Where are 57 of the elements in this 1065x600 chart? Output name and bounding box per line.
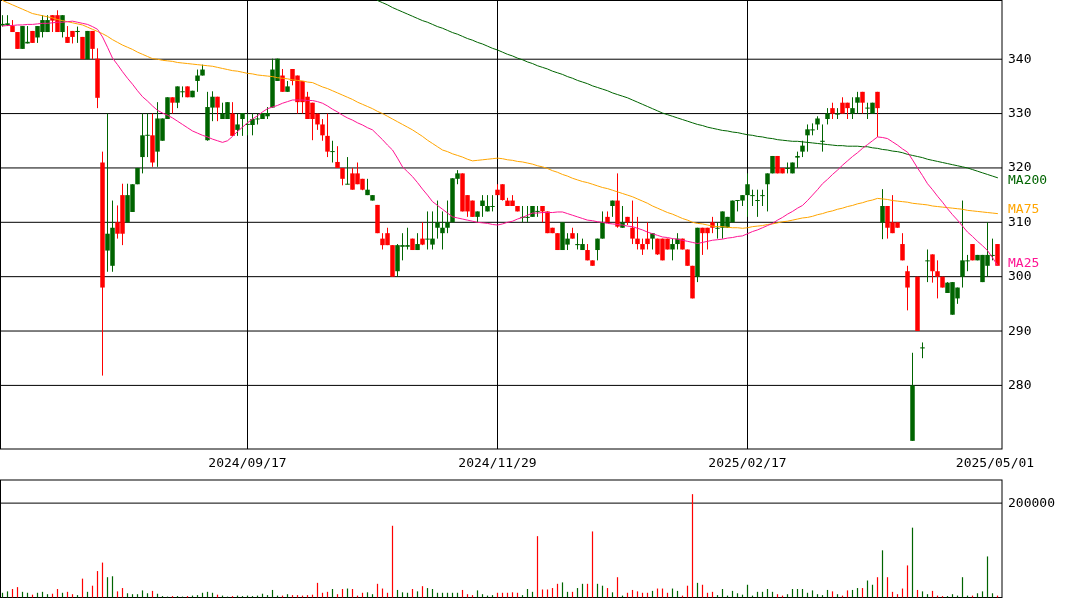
candlestick — [855, 91, 860, 115]
x-tick-label: 2025/05/01 — [955, 455, 1035, 470]
candlestick — [215, 96, 220, 122]
candlestick — [835, 107, 840, 120]
series-label: MA200 — [1008, 172, 1048, 188]
candlestick — [335, 145, 340, 169]
y-tick-label: 330 — [1008, 105, 1032, 121]
candlestick — [480, 194, 485, 218]
y-tick-label: 340 — [1008, 50, 1032, 66]
candlestick — [820, 123, 825, 153]
candlestick — [715, 221, 720, 240]
x-tick-label: 2024/09/17 — [208, 455, 287, 470]
y-tick-label: 310 — [1008, 213, 1032, 229]
y-tick-label: 280 — [1008, 376, 1032, 392]
candlestick — [935, 259, 940, 299]
candlestick — [90, 30, 95, 60]
candlestick — [905, 265, 910, 311]
candlestick — [250, 113, 255, 136]
candlestick — [195, 69, 200, 93]
x-tick-label: 2024/11/29 — [458, 455, 537, 470]
candlestick — [440, 210, 445, 250]
candlestick — [345, 156, 350, 185]
candlestick — [600, 210, 605, 240]
line-series — [377, 0, 998, 179]
series-label: MA75 — [1008, 200, 1040, 216]
candlestick — [75, 26, 80, 44]
series-label: MA25 — [1008, 255, 1040, 271]
y-tick-label: 200000 — [1008, 494, 1055, 510]
y-tick-label: 320 — [1008, 159, 1032, 175]
candlestick — [230, 101, 235, 137]
candlestick — [850, 96, 855, 120]
candlestick — [435, 200, 440, 240]
candlestick — [875, 91, 880, 138]
candlestick — [670, 238, 675, 261]
candlestick — [765, 172, 770, 212]
candlestick — [755, 189, 760, 218]
candlestick — [900, 232, 905, 261]
y-tick-label: 300 — [1008, 268, 1032, 284]
candlestick — [280, 68, 285, 93]
candlestick — [320, 118, 325, 142]
candlestick — [325, 113, 330, 158]
candlestick — [880, 188, 885, 240]
candlestick — [920, 341, 925, 359]
candlestick — [235, 113, 240, 137]
y-tick-label: 290 — [1008, 322, 1032, 338]
candlestick — [445, 200, 450, 234]
candlestick — [645, 221, 650, 250]
candlestick — [630, 200, 635, 245]
candlestick — [760, 189, 765, 207]
candlestick — [930, 253, 935, 284]
candlestick — [635, 216, 640, 250]
x-tick-label: 2025/02/17 — [708, 455, 787, 470]
candlestick — [240, 112, 245, 137]
candlestick — [330, 140, 335, 163]
candlestick — [750, 189, 755, 207]
candlestick — [925, 248, 930, 283]
candlestick — [745, 172, 750, 218]
